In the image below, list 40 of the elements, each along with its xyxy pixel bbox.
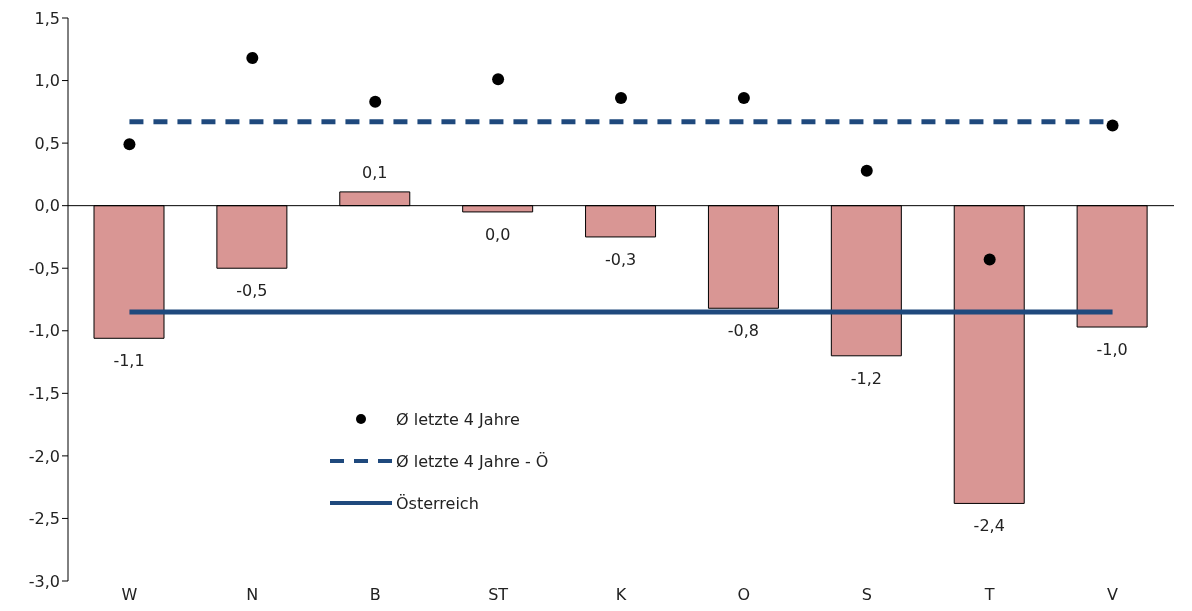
y-tick-label: -2,5 <box>28 509 60 529</box>
y-tick-label: -1,0 <box>28 321 60 341</box>
point <box>492 73 505 86</box>
legend-label: Österreich <box>396 493 479 513</box>
y-tick-label: -0,5 <box>28 258 60 278</box>
data-label: -1,2 <box>850 368 882 388</box>
data-label: -0,5 <box>236 281 268 301</box>
x-tick-label: B <box>369 585 381 605</box>
y-tick-label: -3,0 <box>28 571 60 591</box>
x-tick-label: O <box>737 585 751 605</box>
data-label: -1,1 <box>113 351 145 371</box>
y-tick-label: 1,0 <box>34 71 60 91</box>
x-tick-label: T <box>983 585 995 605</box>
point <box>246 52 259 65</box>
x-tick-label: N <box>246 585 259 605</box>
x-tick-label: S <box>861 585 872 605</box>
data-label: -1,0 <box>1096 340 1128 360</box>
point <box>1106 119 1119 132</box>
x-tick-label: W <box>121 585 138 605</box>
data-label: 0,1 <box>362 162 388 182</box>
point <box>615 92 627 105</box>
y-tick-label: -1,5 <box>28 384 60 404</box>
point <box>737 92 750 105</box>
point <box>860 164 873 177</box>
data-label: 0,0 <box>484 224 511 244</box>
legend-label: Ø letzte 4 Jahre - Ö <box>396 451 549 471</box>
data-label: -0,3 <box>604 249 637 269</box>
data-label: -0,8 <box>727 321 760 341</box>
point <box>369 95 382 108</box>
y-tick-label: 1,5 <box>34 8 60 28</box>
x-tick-label: K <box>615 585 627 605</box>
y-tick-label: 0,5 <box>34 133 60 153</box>
data-label: -2,4 <box>973 516 1005 536</box>
x-tick-label: ST <box>488 585 509 605</box>
y-tick-label: -2,0 <box>28 446 60 466</box>
legend-label: Ø letzte 4 Jahre <box>396 409 520 429</box>
x-tick-label: V <box>1107 585 1119 605</box>
point <box>123 138 136 151</box>
y-tick-label: 0,0 <box>34 196 60 216</box>
point <box>983 253 996 266</box>
